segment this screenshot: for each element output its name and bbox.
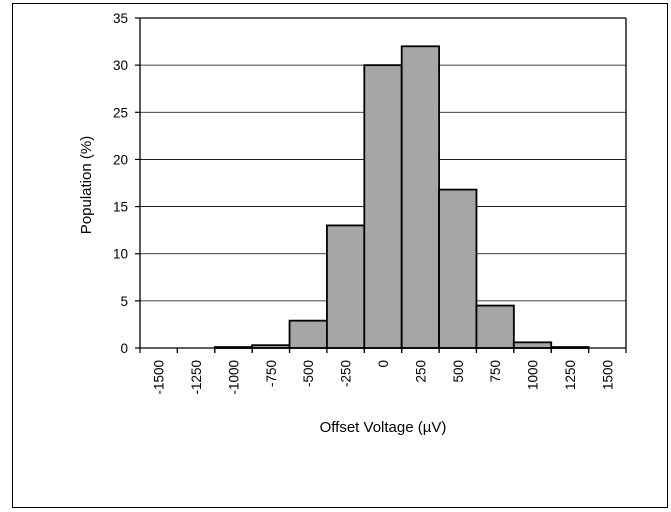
x-tick-label: 1000 xyxy=(526,360,541,390)
x-tick-label: -1500 xyxy=(152,360,167,395)
x-tick-label: 0 xyxy=(376,360,391,368)
histogram-bar xyxy=(475,304,515,349)
histogram-bar xyxy=(438,188,478,349)
x-tick-label: 1500 xyxy=(600,360,615,390)
axes xyxy=(139,17,627,349)
histogram-bar xyxy=(512,341,553,349)
y-tick-label: 30 xyxy=(113,58,128,73)
x-tick-label: -750 xyxy=(264,360,279,387)
histogram-bars xyxy=(213,45,590,349)
x-tick-label: 500 xyxy=(451,360,466,383)
histogram-bar xyxy=(288,319,328,349)
y-axis-ticks: 0 5 10 15 20 25 30 35 xyxy=(113,11,140,356)
x-tick-label: -500 xyxy=(301,360,316,387)
x-tick-label: 1250 xyxy=(563,360,578,390)
x-tick-label: 750 xyxy=(488,360,503,383)
y-tick-label: 10 xyxy=(113,247,128,262)
histogram-bar xyxy=(363,64,403,349)
y-tick-label: 15 xyxy=(113,200,128,215)
y-tick-label: 0 xyxy=(120,341,128,356)
x-tick-label: -1000 xyxy=(226,360,241,395)
y-axis-title: Population (%) xyxy=(78,136,95,234)
histogram-bar xyxy=(400,45,440,349)
y-tick-label: 25 xyxy=(113,105,128,120)
x-tick-label: -1250 xyxy=(189,360,204,395)
histogram-bar xyxy=(326,224,366,349)
y-tick-label: 5 xyxy=(120,294,128,309)
y-tick-label: 20 xyxy=(113,152,128,167)
x-tick-label: 250 xyxy=(413,360,428,383)
x-tick-label: -250 xyxy=(339,360,354,387)
x-axis-ticks: -1500 -1250 -1000 -750 -500 -250 0 250 500 750 100… xyxy=(139,348,627,395)
y-tick-label: 35 xyxy=(113,11,128,26)
x-axis-title: Offset Voltage (µV) xyxy=(320,419,447,436)
